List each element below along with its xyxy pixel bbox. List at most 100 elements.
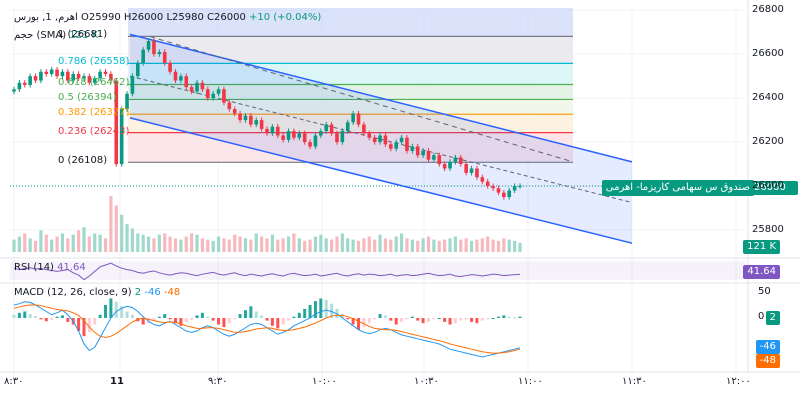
macd-histogram-bar [464, 318, 468, 320]
candle-body [125, 93, 129, 110]
rsi-legend: RSI (14) 41.64 [14, 262, 86, 273]
candle-body [33, 76, 38, 81]
candle-body [243, 115, 248, 121]
volume-bar [486, 236, 490, 252]
macd-histogram-bar [287, 318, 291, 321]
signal-line [13, 304, 521, 354]
volume-bar [146, 236, 151, 252]
candle-body [432, 155, 436, 160]
close-label: C [207, 12, 214, 23]
time-axis-tick: ۹:۳۰ [208, 376, 228, 387]
volume-bar [399, 233, 404, 252]
volume-bar [152, 238, 156, 252]
candle-body [49, 69, 54, 74]
price-axis-tick: 26200 [752, 136, 784, 148]
candle-body [205, 89, 210, 99]
volume-bar [39, 230, 43, 252]
macd-histogram-bar [346, 318, 350, 320]
macd-histogram-bar [276, 318, 280, 329]
volume-bar [308, 239, 312, 252]
volume-bar [249, 239, 253, 252]
macd-histogram-bar [104, 305, 108, 318]
volume-bar [448, 238, 452, 252]
macd-histogram-bar [227, 318, 231, 324]
macd-histogram-bar [324, 299, 328, 318]
macd-histogram-bar [98, 314, 102, 318]
volume-sma-value: 121 K [69, 30, 99, 41]
candle-body [152, 40, 156, 55]
macd-legend: MACD (12, 26, close, 9) 2 -46 -48 [14, 287, 180, 298]
open-label: O [81, 12, 89, 23]
candle-body [184, 76, 189, 88]
volume-bar [55, 236, 59, 252]
candle-body [308, 142, 312, 147]
macd-histogram-bar [421, 318, 425, 324]
macd-histogram-bar [82, 318, 86, 337]
candle-body [340, 131, 345, 143]
candle-body [475, 168, 479, 178]
volume-bar [507, 239, 511, 252]
fib-level-label: 0.236 (26243) [58, 125, 130, 137]
volume-bar [276, 239, 280, 252]
volume-bar [254, 233, 258, 252]
macd-histogram-bar [270, 318, 274, 326]
candle-body [480, 177, 485, 182]
candle-body [39, 71, 43, 81]
open-value: 25990 [88, 12, 121, 23]
macd-histogram-bar [141, 318, 145, 325]
volume-bar [362, 238, 366, 252]
macd-histogram-bar [502, 315, 506, 318]
volume-bar [211, 240, 215, 252]
volume-bars [12, 196, 522, 252]
volume-bar [378, 234, 382, 252]
volume-bar [28, 238, 32, 252]
volume-bar [329, 239, 334, 252]
candle-body [297, 133, 302, 138]
volume-bar [464, 238, 468, 252]
volume-bar [82, 227, 86, 252]
macd-histogram-bar [281, 318, 285, 325]
volume-bar [383, 238, 388, 252]
candle-body [259, 120, 264, 129]
volume-bar [394, 236, 398, 252]
candle-body [491, 186, 495, 189]
volume-bar [491, 239, 495, 252]
candle-body [383, 135, 388, 145]
macd-histogram-bar [125, 311, 129, 318]
macd-histogram-bar [308, 305, 312, 318]
candle-body [399, 137, 404, 143]
candle-body [415, 146, 420, 156]
volume-bar [453, 236, 458, 252]
fibonacci-retracement [128, 8, 573, 163]
macd-histogram-bar [513, 317, 517, 319]
candle-body [254, 120, 259, 125]
volume-bar [87, 236, 91, 252]
volume-bar [200, 238, 205, 252]
candle-body [249, 115, 253, 125]
volume-bar [518, 242, 522, 252]
volume-bar [281, 238, 285, 252]
macd-histogram-bar [23, 311, 27, 318]
macd-pane [12, 298, 522, 358]
macd-histogram-bar [157, 316, 161, 318]
trend-line [149, 36, 574, 163]
macd-histogram-bar [217, 318, 221, 325]
macd-histogram-bar [39, 318, 43, 320]
candlesticks [12, 38, 522, 200]
macd-histogram-bar [297, 312, 301, 318]
time-axis-tick: ۱۱:۳۰ [622, 376, 647, 387]
volume-bar [496, 240, 501, 252]
macd-histogram-bar [179, 318, 183, 326]
candle-body [216, 89, 221, 94]
macd-histogram-bar [222, 318, 226, 328]
volume-bar [340, 233, 344, 252]
volume-bar [141, 234, 145, 252]
candle-body [232, 109, 237, 114]
volume-bar [109, 196, 113, 252]
candle-body [238, 113, 242, 121]
candle-body [189, 87, 194, 92]
price-axis-tick: 26800 [752, 4, 784, 16]
candle-body [302, 133, 307, 143]
macd-histogram-bar [12, 314, 16, 318]
